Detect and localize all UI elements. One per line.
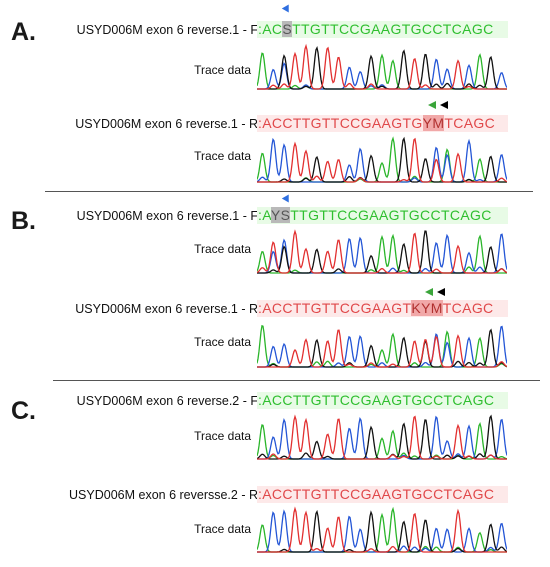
- sequence-c-reverse: :ACCTTGTTCCGAAGTGCCTCAGC: [257, 486, 508, 503]
- trace-line-t: [257, 229, 507, 274]
- sequence-ambiguous-base: YM: [422, 115, 445, 131]
- variant-marker-black-icon: [440, 101, 448, 109]
- sequence-a-forward: :ACSTTGTTCCGAAGTGCCTCAGC: [257, 21, 508, 38]
- trace-line-g: [257, 328, 507, 368]
- trace-label-c-forward: Trace data: [194, 429, 251, 443]
- sequence-pre: :AC: [258, 21, 283, 37]
- read-label-c-forward: USYD006M exon 6 reverse.2 - F: [76, 394, 258, 408]
- sequence-ambiguous-base: YS: [270, 207, 291, 223]
- trace-label-b-reverse: Trace data: [194, 335, 251, 349]
- sequence-post: TCAGC: [442, 300, 494, 316]
- trace-line-c: [257, 509, 507, 553]
- trace-label-c-reverse: Trace data: [194, 522, 251, 536]
- chromatogram-b-reverse: [257, 318, 507, 368]
- variant-marker-blue-icon: [281, 194, 293, 205]
- sequence-post: TTGTTCCGAAGTGCCTCAGC: [290, 207, 492, 223]
- chromatogram-a-forward: [257, 40, 507, 90]
- variant-marker-black-icon: [437, 288, 445, 296]
- read-label-a-reverse: USYD006M exon 6 reverse.1 - R: [75, 117, 258, 131]
- sequence-post: TCAGC: [444, 115, 496, 131]
- trace-line-a: [257, 233, 507, 274]
- sequence-b-reverse: :ACCTTGTTCCGAAGTKYMTCAGC: [257, 300, 508, 317]
- sequence-pre: :ACCTTGTTCCGAAGTGCCTCAGC: [258, 392, 495, 408]
- read-label-b-reverse: USYD006M exon 6 reverse.1 - R: [75, 302, 258, 316]
- read-label-c-reverse: USYD006M exon 6 reversse.2 - R: [69, 488, 258, 502]
- read-label-b-forward: USYD006M exon 6 reverse.1 - F: [76, 209, 258, 223]
- chromatogram-c-reverse: [257, 503, 507, 553]
- trace-line-t: [257, 329, 507, 368]
- panel-divider: [53, 380, 540, 381]
- chromatogram-b-forward: [257, 224, 507, 274]
- variant-marker-green-icon: [428, 101, 436, 109]
- variant-marker-green-icon: [425, 288, 433, 296]
- sequence-pre: :ACCTTGTTCCGAAGT: [258, 300, 412, 316]
- sequence-c-forward: :ACCTTGTTCCGAAGTGCCTCAGC: [257, 392, 508, 409]
- trace-label-a-forward: Trace data: [194, 63, 251, 77]
- trace-line-t: [257, 506, 507, 553]
- trace-label-b-forward: Trace data: [194, 242, 251, 256]
- panel-letter-c: C.: [11, 397, 36, 425]
- trace-line-a: [257, 324, 507, 368]
- sequence-pre: :ACCTTGTTCCGAAGTGCCTCAGC: [258, 486, 495, 502]
- sequence-ambiguous-base: KYM: [411, 300, 443, 316]
- sequence-b-forward: :AYSTTGTTCCGAAGTGCCTCAGC: [257, 207, 508, 224]
- chromatogram-c-forward: [257, 410, 507, 460]
- read-label-a-forward: USYD006M exon 6 reverse.1 - F: [76, 23, 258, 37]
- sequence-pre: :ACCTTGTTCCGAAGTG: [258, 115, 423, 131]
- trace-label-a-reverse: Trace data: [194, 149, 251, 163]
- trace-line-t: [257, 137, 507, 183]
- sequence-a-reverse: :ACCTTGTTCCGAAGTGYMTCAGC: [257, 115, 508, 132]
- trace-line-g: [257, 509, 507, 553]
- trace-line-c: [257, 325, 507, 368]
- trace-line-t: [257, 414, 507, 460]
- panel-letter-b: B.: [11, 207, 36, 235]
- panel-divider: [45, 191, 533, 192]
- trace-line-a: [257, 52, 507, 90]
- sequence-ambiguous-base: S: [282, 21, 293, 37]
- variant-marker-blue-icon: [281, 4, 293, 15]
- chromatogram-a-reverse: [257, 133, 507, 183]
- panel-letter-a: A.: [11, 18, 36, 46]
- sequence-post: TTGTTCCGAAGTGCCTCAGC: [292, 21, 494, 37]
- trace-line-t: [257, 43, 507, 90]
- sequence-pre: :A: [258, 207, 271, 223]
